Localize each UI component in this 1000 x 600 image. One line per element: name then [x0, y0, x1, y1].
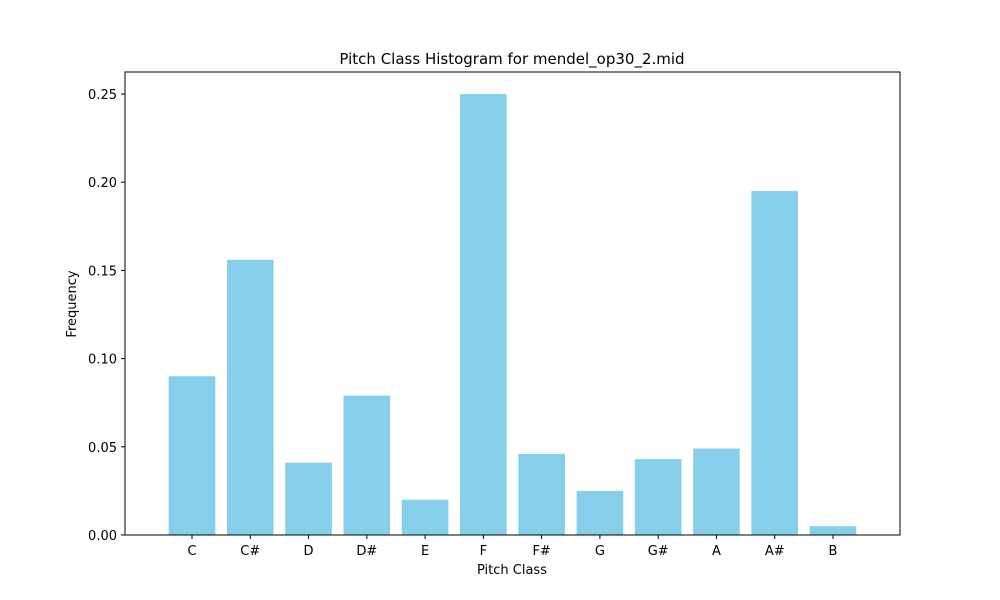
bar-d [285, 462, 332, 535]
x-tick-label: F# [532, 544, 550, 559]
x-axis: C C# D D# E F F# G G# A A# B [187, 535, 837, 559]
x-tick-label: C# [240, 544, 260, 559]
y-axis-label: Frequency [65, 270, 80, 337]
y-axis: 0.00 0.05 0.10 0.15 0.20 0.25 [88, 88, 125, 544]
bar-g-sharp [634, 459, 682, 535]
bar-g [576, 490, 624, 535]
x-tick-label: A# [765, 544, 785, 559]
bar-a [693, 448, 740, 535]
x-tick-label: G [595, 544, 605, 559]
bar-e [401, 499, 449, 535]
bar-c [168, 376, 216, 535]
bar-f-sharp [518, 453, 565, 535]
y-tick-label: 0.10 [88, 353, 117, 368]
x-tick-label: F [480, 544, 487, 559]
y-tick-label: 0.20 [88, 176, 117, 191]
x-tick-label: E [421, 544, 429, 559]
bar-b [809, 526, 857, 535]
bar-a-sharp [751, 191, 799, 536]
x-axis-label: Pitch Class [477, 563, 547, 578]
y-tick-label: 0.05 [88, 441, 117, 456]
plot-frame [124, 71, 901, 536]
x-tick-label: B [829, 544, 838, 559]
chart-title: Pitch Class Histogram for mendel_op30_2.… [339, 50, 684, 69]
x-tick-label: G# [648, 544, 669, 559]
bars-group [168, 94, 857, 536]
y-tick-label: 0.25 [88, 88, 117, 103]
bar-c-sharp [226, 259, 274, 535]
bar-d-sharp [343, 395, 391, 535]
x-tick-label: D [304, 544, 314, 559]
y-tick-label: 0.00 [88, 529, 117, 544]
y-tick-label: 0.15 [88, 264, 117, 279]
x-tick-label: D# [356, 544, 377, 559]
bar-f [460, 94, 507, 536]
x-tick-label: C [187, 544, 196, 559]
x-tick-label: A [712, 544, 721, 559]
